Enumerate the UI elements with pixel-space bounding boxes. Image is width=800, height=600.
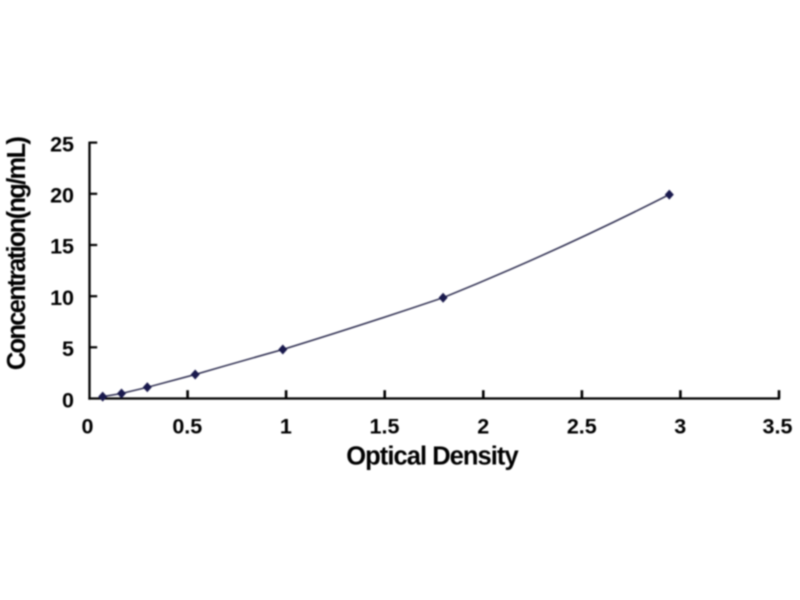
svg-text:5: 5 (62, 337, 74, 361)
svg-text:Optical Density: Optical Density (346, 443, 519, 471)
svg-text:0: 0 (82, 415, 94, 439)
svg-text:20: 20 (50, 184, 74, 208)
svg-text:3.5: 3.5 (763, 415, 793, 439)
svg-text:15: 15 (50, 235, 74, 259)
svg-text:1: 1 (280, 415, 292, 439)
svg-text:3: 3 (674, 415, 686, 439)
svg-text:25: 25 (50, 132, 74, 156)
svg-text:0.5: 0.5 (172, 415, 202, 439)
svg-text:10: 10 (50, 286, 74, 310)
svg-text:0: 0 (62, 388, 74, 412)
svg-text:2: 2 (477, 415, 489, 439)
svg-text:Concentration(ng/mL): Concentration(ng/mL) (3, 137, 31, 371)
svg-text:1.5: 1.5 (370, 415, 400, 439)
svg-text:2.5: 2.5 (567, 415, 597, 439)
